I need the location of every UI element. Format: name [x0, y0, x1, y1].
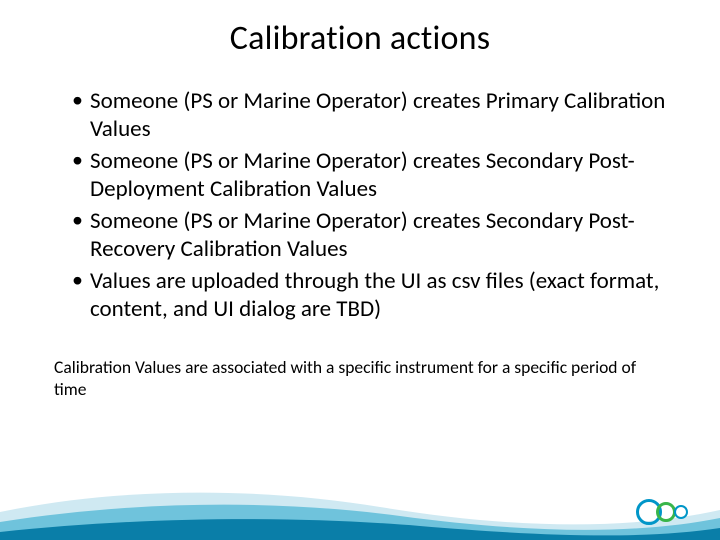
slide: Calibration actions Someone (PS or Marin…	[0, 0, 720, 540]
bullet-list: Someone (PS or Marine Operator) creates …	[50, 87, 670, 323]
list-item: Someone (PS or Marine Operator) creates …	[72, 87, 670, 143]
list-item: Values are uploaded through the UI as cs…	[72, 267, 670, 323]
slide-title: Calibration actions	[50, 18, 670, 59]
logo-ring-2	[656, 502, 676, 522]
wave-graphic	[0, 482, 720, 540]
list-item: Someone (PS or Marine Operator) creates …	[72, 207, 670, 263]
logo-ring-3	[674, 505, 688, 519]
footnote-text: Calibration Values are associated with a…	[50, 357, 670, 401]
logo-icon	[636, 496, 694, 528]
list-item: Someone (PS or Marine Operator) creates …	[72, 147, 670, 203]
footer-band	[0, 482, 720, 540]
